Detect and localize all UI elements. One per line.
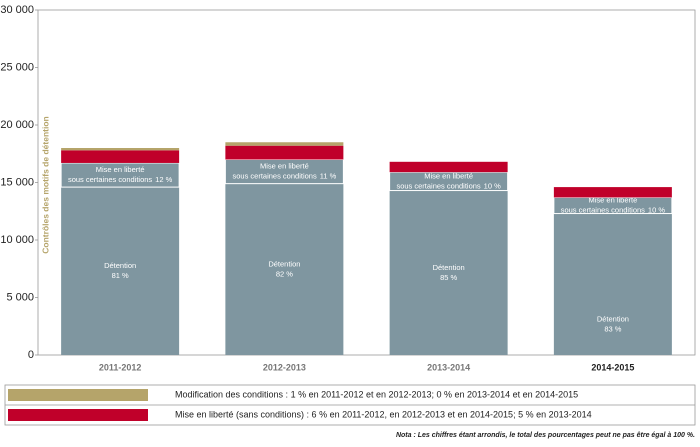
legend-swatch <box>8 409 148 421</box>
y-tick-label: 25 000 <box>0 61 34 73</box>
segment-name: Détention <box>268 259 300 268</box>
bar-segment <box>225 183 344 355</box>
x-tick-label: 2012-2013 <box>263 362 306 372</box>
y-tick-label: 30 000 <box>0 4 34 16</box>
note: Nota : Les chiffres étant arrondis, le t… <box>396 432 695 439</box>
segment-subname: sous certaines conditions <box>396 181 480 190</box>
y-tick-label: 20 000 <box>0 119 34 131</box>
segment-name: Mise en liberté <box>96 165 145 174</box>
segment-name: Détention <box>433 263 465 272</box>
legend-swatch <box>8 389 148 401</box>
segment-name: Mise en liberté <box>260 162 309 171</box>
segment-share: sous certaines conditions 11 % <box>232 172 336 181</box>
segment-name: Détention <box>104 261 136 270</box>
segment-share: 81 % <box>112 271 129 280</box>
y-tick-label: 0 <box>28 349 34 361</box>
x-tick-label: 2013-2014 <box>427 362 470 372</box>
segment-share: sous certaines conditions 12 % <box>68 175 173 184</box>
y-tick-label: 10 000 <box>0 234 34 246</box>
segment-subname: sous certaines conditions <box>561 205 645 214</box>
segment-share: 82 % <box>276 269 293 278</box>
legend-label: Modification des conditions : 1 % en 201… <box>175 389 578 399</box>
bar-segment <box>389 161 508 173</box>
x-tick-label: 2014-2015 <box>591 362 634 372</box>
bar-segment <box>225 145 344 160</box>
segment-subname: sous certaines conditions <box>68 175 152 184</box>
bar-segment <box>61 148 180 151</box>
bar-segment <box>225 142 344 146</box>
segment-share: 83 % <box>604 324 621 333</box>
segment-subname: sous certaines conditions <box>232 172 316 181</box>
segment-name: Mise en liberté <box>424 171 473 180</box>
bar-segment <box>553 187 672 198</box>
segment-share-value: 12 % <box>155 175 172 184</box>
bar-segment <box>61 187 180 355</box>
segment-share: sous certaines conditions 10 % <box>396 181 501 190</box>
segment-share-value: 10 % <box>484 181 501 190</box>
legend-label: Mise en liberté (sans conditions) : 6 % … <box>175 409 592 419</box>
segment-share-value: 11 % <box>320 172 337 181</box>
bar-segment <box>553 213 672 355</box>
segment-share: 85 % <box>440 273 457 282</box>
y-axis-label: Contrôles des motifs de détention <box>40 116 50 253</box>
bar-segment <box>389 190 508 355</box>
segment-name: Mise en liberté <box>588 195 637 204</box>
y-tick-label: 15 000 <box>0 176 34 188</box>
y-tick-label: 5 000 <box>6 291 34 303</box>
x-tick-label: 2011-2012 <box>99 362 142 372</box>
bar-segment <box>61 150 180 163</box>
segment-name: Détention <box>597 314 629 323</box>
segment-share: sous certaines conditions 10 % <box>561 205 666 214</box>
segment-share-value: 10 % <box>648 205 665 214</box>
